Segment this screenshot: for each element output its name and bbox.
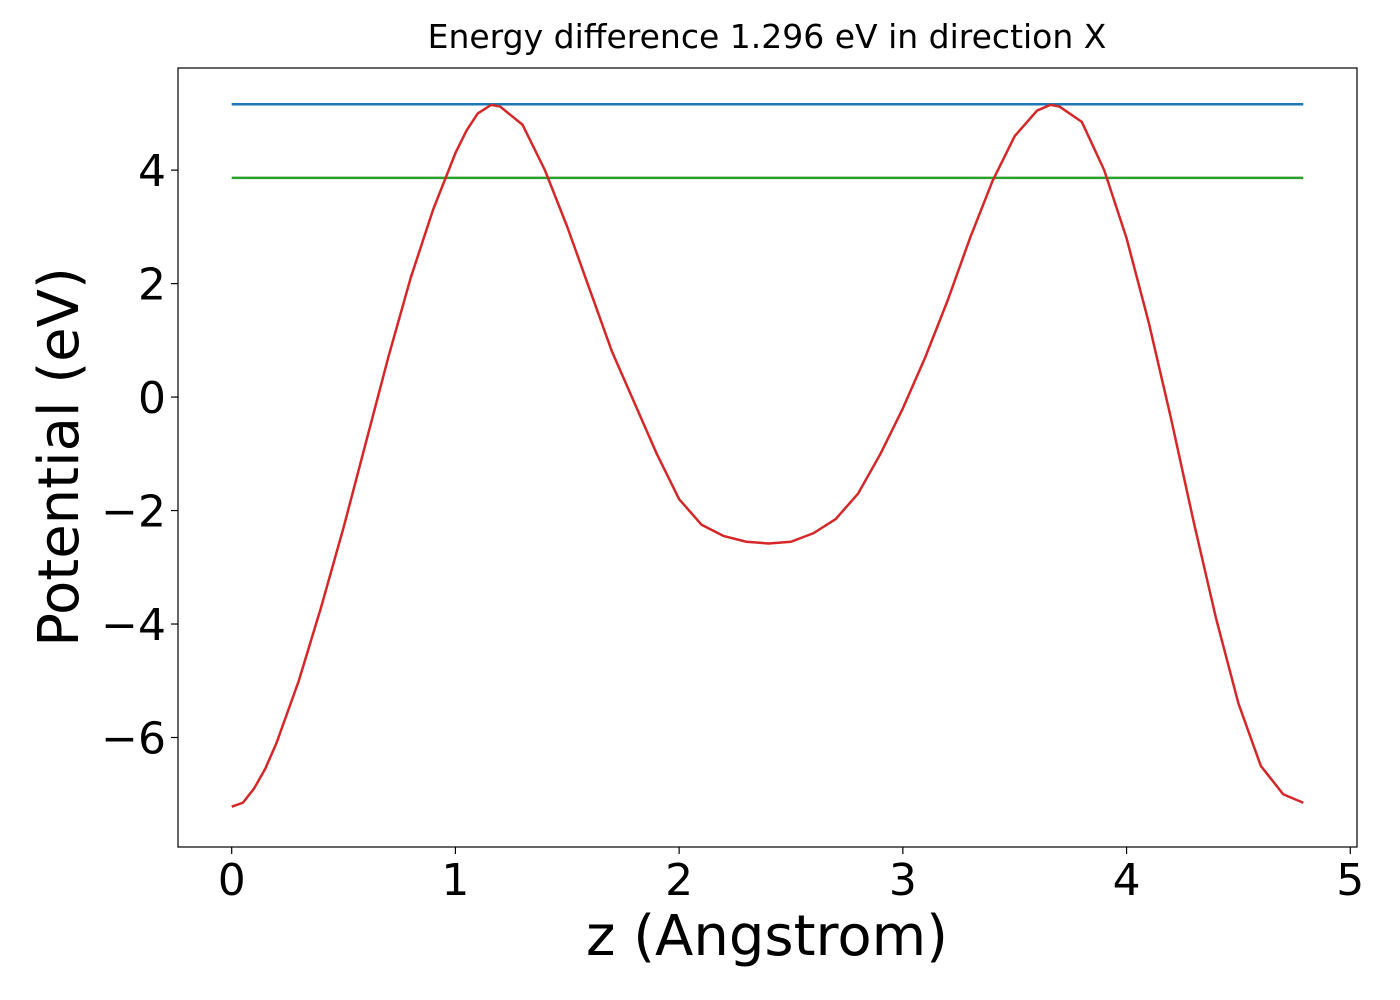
y-axis-label: Potential (eV) <box>27 267 92 647</box>
y-tick-label: −6 <box>101 713 166 764</box>
y-tick-label: 2 <box>138 260 166 311</box>
x-tick-label: 0 <box>218 855 246 906</box>
x-tick-label: 3 <box>889 855 917 906</box>
x-tick-label: 1 <box>441 855 469 906</box>
chart-title: Energy difference 1.296 eV in direction … <box>428 17 1107 56</box>
y-tick-label: 4 <box>138 146 166 197</box>
x-tick-label: 4 <box>1113 855 1141 906</box>
plot-frame <box>177 67 1358 848</box>
x-tick-label: 2 <box>665 855 693 906</box>
y-tick-label: −4 <box>101 600 166 651</box>
y-tick-label: 0 <box>138 373 166 424</box>
x-tick-label: 5 <box>1336 855 1364 906</box>
x-axis-label: z (Angstrom) <box>586 904 948 969</box>
series-line <box>231 103 1304 808</box>
y-tick-label: −2 <box>101 487 166 538</box>
